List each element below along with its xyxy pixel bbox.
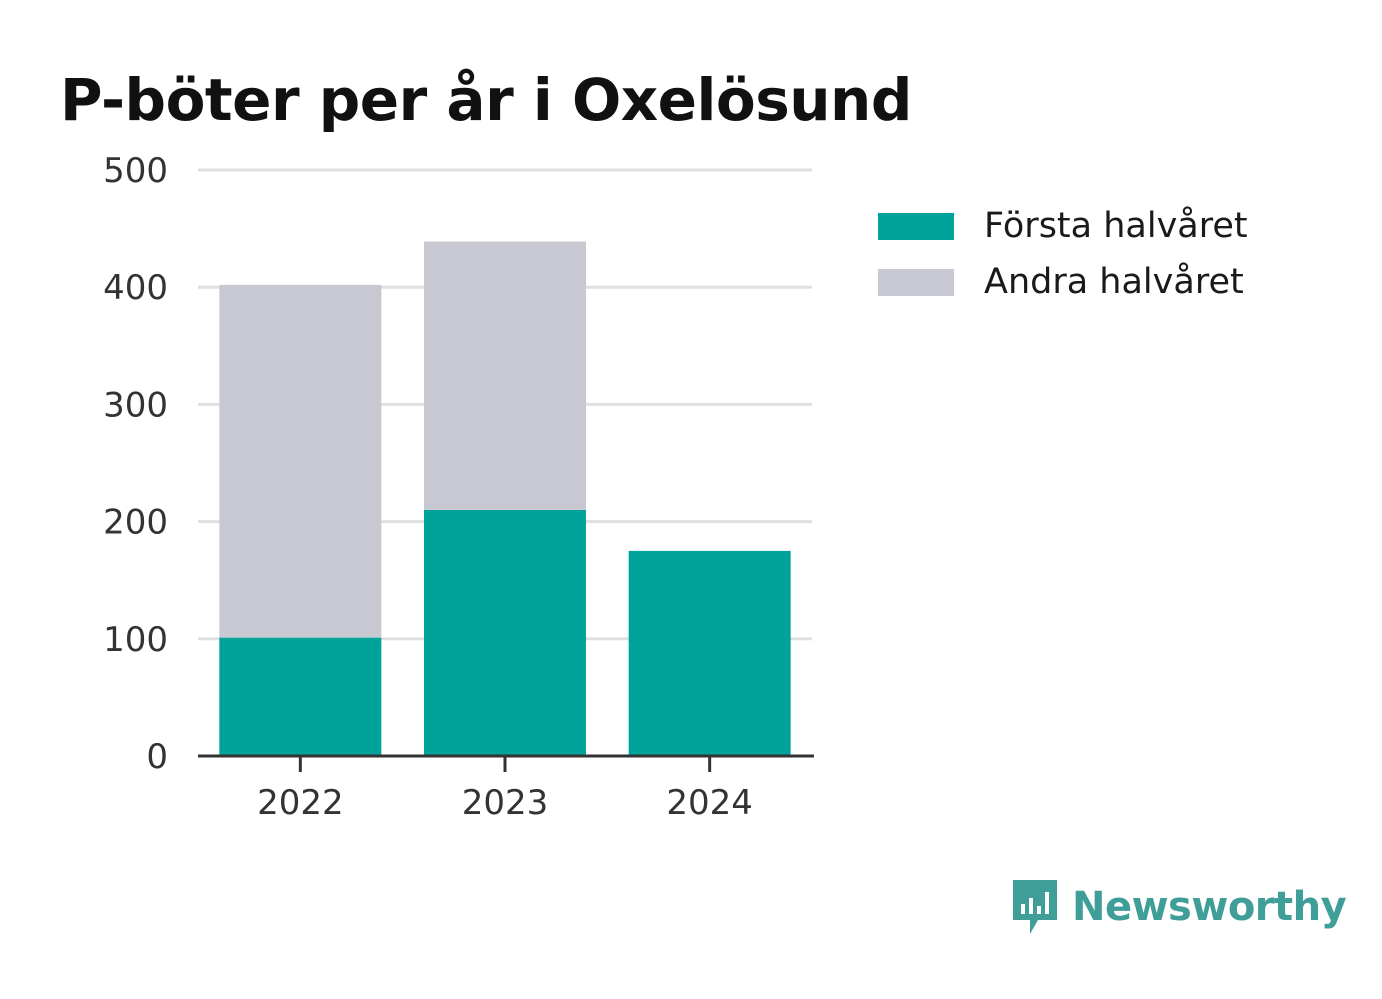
legend-label-first-half: Första halvåret: [984, 206, 1248, 246]
x-tick-label: 2024: [666, 783, 753, 823]
legend: Första halvåret Andra halvåret: [878, 198, 1248, 310]
bar-2023-series-0: [424, 509, 586, 756]
y-tick-label: 500: [103, 151, 168, 191]
legend-label-second-half: Andra halvåret: [984, 262, 1244, 302]
bar-2022-series-1: [219, 284, 382, 638]
x-tick-label: 2023: [462, 783, 549, 823]
y-tick-label: 100: [103, 620, 168, 660]
brand-logo: Newsworthy: [1010, 876, 1347, 938]
bar-2022-series-0: [219, 637, 382, 756]
x-tick-label: 2022: [257, 783, 344, 823]
chart-title: P-böter per år i Oxelösund: [60, 66, 912, 134]
newsworthy-logo-icon: [1013, 880, 1057, 934]
legend-swatch-second-half: [878, 268, 954, 296]
y-tick-label: 200: [103, 503, 168, 543]
y-tick-label: 300: [103, 385, 168, 425]
brand-name: Newsworthy: [1072, 884, 1347, 930]
legend-item-second-half: Andra halvåret: [878, 254, 1248, 310]
bar-2023-series-1: [424, 241, 586, 510]
legend-swatch-first-half: [878, 212, 954, 240]
y-tick-label: 400: [103, 268, 168, 308]
legend-item-first-half: Första halvåret: [878, 198, 1248, 254]
y-tick-label: 0: [146, 737, 168, 777]
bar-2024-series-0: [628, 550, 791, 756]
